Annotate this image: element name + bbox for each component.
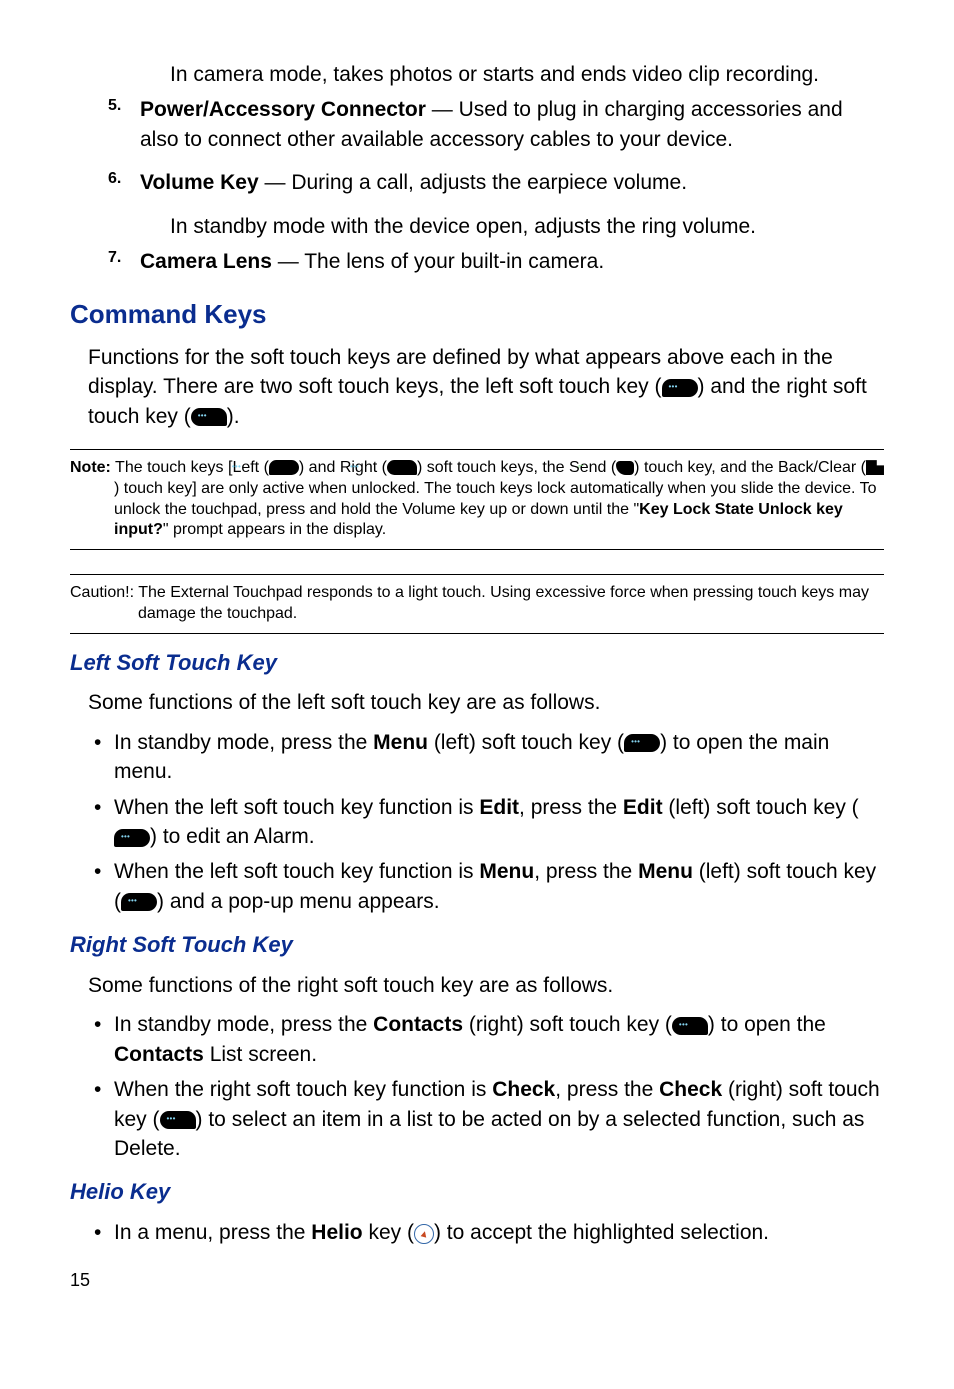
bold: Edit: [479, 796, 519, 819]
text: ) and a pop-up menu appears.: [157, 890, 440, 913]
left-soft-key-icon: [114, 829, 150, 847]
helio-key-heading: Helio Key: [70, 1177, 884, 1208]
left-soft-key-icon: [624, 734, 660, 752]
item-number: 7.: [108, 247, 140, 282]
item-title: Camera Lens: [140, 250, 272, 273]
item-title: Power/Accessory Connector: [140, 98, 426, 121]
bullet-dot: •: [94, 793, 114, 852]
bullet-dot: •: [94, 1218, 114, 1247]
right-soft-key-icon: [672, 1017, 708, 1035]
bullet-item: • In a menu, press the Helio key ( ) to a…: [94, 1218, 884, 1247]
text: , press the: [555, 1078, 659, 1101]
item-number: 6.: [108, 168, 140, 203]
text: List screen.: [204, 1043, 317, 1066]
bullet-item: • When the left soft touch key function …: [94, 793, 884, 852]
bold: Menu: [638, 860, 693, 883]
text: The touch keys [Left (: [111, 459, 269, 476]
text: ) to edit an Alarm.: [150, 825, 315, 848]
item-text: — The lens of your built-in camera.: [272, 250, 604, 273]
bullet-item: • In standby mode, press the Contacts (r…: [94, 1010, 884, 1069]
right-key-intro: Some functions of the right soft touch k…: [88, 971, 884, 1000]
page-number: 15: [70, 1268, 884, 1293]
text: , press the: [534, 860, 638, 883]
text: ) soft touch keys, the Send (: [417, 459, 616, 476]
caution-block: Caution!: The External Touchpad responds…: [70, 574, 884, 634]
item-text: — During a call, adjusts the earpiece vo…: [259, 171, 687, 194]
item-number: 5.: [108, 95, 140, 160]
bold: Edit: [623, 796, 663, 819]
bold: Helio: [311, 1221, 362, 1244]
bullet-dot: •: [94, 728, 114, 787]
text: ) to open the: [708, 1013, 826, 1036]
bullet-item: • In standby mode, press the Menu (left)…: [94, 728, 884, 787]
bullet-dot: •: [94, 857, 114, 916]
command-keys-heading: Command Keys: [70, 296, 884, 332]
text: (left) soft touch key (: [428, 731, 624, 754]
text: ) to accept the highlighted selection.: [434, 1221, 769, 1244]
bullet-item: • When the left soft touch key function …: [94, 857, 884, 916]
note-block: Note: The touch keys [Left ( ) and Right …: [70, 449, 884, 550]
left-soft-key-icon: [121, 893, 157, 911]
back-key-icon: [866, 460, 884, 475]
text: ) to select an item in a list to be acte…: [114, 1108, 864, 1160]
text: key (: [363, 1221, 414, 1244]
caution-label: Caution!:: [70, 584, 134, 601]
camera-mode-text: In camera mode, takes photos or starts a…: [170, 60, 884, 89]
left-key-intro: Some functions of the left soft touch ke…: [88, 688, 884, 717]
bold: Contacts: [114, 1043, 204, 1066]
text: In a menu, press the: [114, 1221, 311, 1244]
text: ) touch key, and the Back/Clear (: [634, 459, 866, 476]
command-keys-paragraph: Functions for the soft touch keys are de…: [88, 343, 884, 431]
right-soft-key-icon: [387, 460, 417, 475]
list-item-7: 7. Camera Lens — The lens of your built-…: [108, 247, 884, 282]
text: When the left soft touch key function is: [114, 860, 479, 883]
text: ) and Right (: [299, 459, 387, 476]
text: (right) soft touch key (: [463, 1013, 672, 1036]
helio-key-icon: [414, 1224, 434, 1244]
bold: Menu: [479, 860, 534, 883]
text: In standby mode, press the: [114, 731, 373, 754]
text: " prompt appears in the display.: [163, 521, 386, 538]
left-soft-key-icon: [269, 460, 299, 475]
right-soft-key-icon: [160, 1111, 196, 1129]
left-soft-key-icon: [662, 379, 698, 397]
bold: Check: [659, 1078, 722, 1101]
text: ).: [227, 405, 240, 428]
bullet-item: • When the right soft touch key function…: [94, 1075, 884, 1163]
list-item-5: 5. Power/Accessory Connector — Used to p…: [108, 95, 884, 160]
text: , press the: [519, 796, 623, 819]
bold: Check: [492, 1078, 555, 1101]
item-title: Volume Key: [140, 171, 259, 194]
bullet-dot: •: [94, 1010, 114, 1069]
right-soft-key-icon: [191, 408, 227, 426]
note-label: Note:: [70, 459, 111, 476]
bullet-dot: •: [94, 1075, 114, 1163]
text: In standby mode, press the: [114, 1013, 373, 1036]
left-soft-key-heading: Left Soft Touch Key: [70, 648, 884, 679]
list-item-6: 6. Volume Key — During a call, adjusts t…: [108, 168, 884, 203]
caution-text: The External Touchpad responds to a ligh…: [134, 584, 869, 622]
text: When the right soft touch key function i…: [114, 1078, 492, 1101]
send-key-icon: [616, 461, 634, 475]
bold: Menu: [373, 731, 428, 754]
text: When the left soft touch key function is: [114, 796, 479, 819]
right-soft-key-heading: Right Soft Touch Key: [70, 930, 884, 961]
bold: Contacts: [373, 1013, 463, 1036]
text: (left) soft touch key (: [663, 796, 859, 819]
item-6-sub: In standby mode with the device open, ad…: [170, 212, 884, 241]
